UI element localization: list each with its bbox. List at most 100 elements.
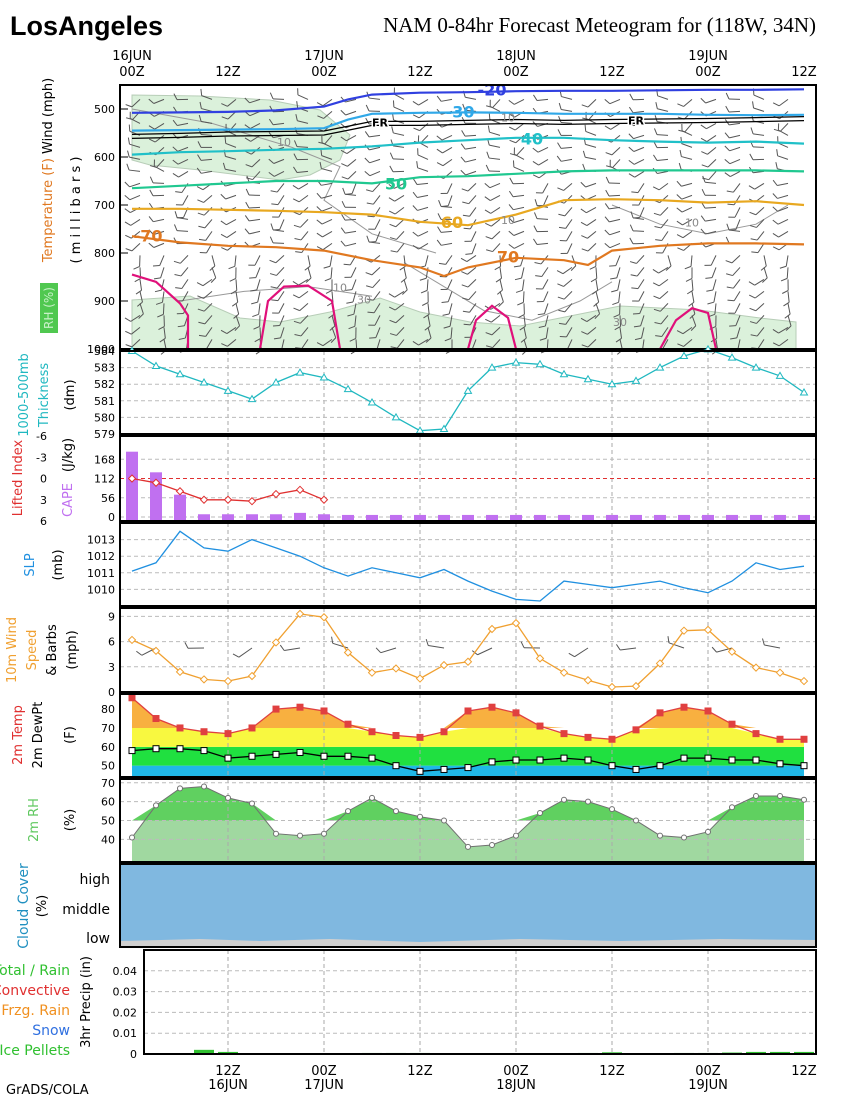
wind-barb-staff	[489, 144, 501, 148]
upper-wind-barb	[462, 291, 477, 301]
wind-barb-flag	[245, 201, 250, 209]
isotherm-line	[131, 88, 805, 114]
upper-wind-barb	[556, 266, 573, 275]
upper-wind-barb	[773, 111, 789, 120]
wind-barb-flag	[436, 162, 444, 167]
upper-wind-barb	[173, 93, 189, 101]
wind-barb-staff	[417, 206, 429, 211]
wind-barb-staff	[633, 146, 645, 152]
wind-barb-flag	[344, 276, 352, 278]
wind-barb-staff	[248, 206, 261, 209]
bottom-time-label: 00Z	[311, 1064, 337, 1079]
wind-barb-flag	[557, 283, 564, 287]
wind-barb-flag	[772, 102, 780, 107]
wind10m-marker	[439, 660, 449, 670]
upper-wind-barb	[198, 231, 213, 241]
wind-barb-staff	[537, 98, 549, 102]
top-time-label: 12Z	[599, 65, 625, 80]
temp2m-marker	[584, 733, 592, 741]
upper-wind-barb	[364, 131, 381, 138]
wind-barb-flag	[726, 223, 730, 231]
wind-barb-staff	[276, 183, 285, 193]
li-tick-label: 3	[40, 494, 47, 507]
wind-barb-flag	[678, 162, 682, 170]
wind-barb-staff	[394, 194, 405, 202]
wind-barb-staff	[179, 255, 189, 264]
upper-wind-barb	[590, 267, 598, 283]
wind-barb-staff	[660, 219, 669, 229]
wind-barb-flag	[514, 277, 522, 281]
upper-wind-barb	[412, 338, 429, 346]
wind-barb-staff	[787, 303, 791, 315]
wind-barb-staff	[586, 206, 597, 214]
dewpt2m-marker	[320, 752, 328, 760]
wind-barb-staff	[756, 327, 765, 337]
rh2m-marker	[177, 785, 183, 792]
wind-barb-staff	[298, 290, 309, 299]
upper-wind-barb	[729, 315, 741, 327]
wind-barb-flag	[665, 265, 672, 271]
cape-bar	[318, 514, 330, 521]
wind-barb-flag	[268, 118, 274, 126]
upper-wind-barb	[389, 327, 405, 336]
wind-barb-staff	[777, 218, 789, 225]
bottom-date-label: 17JUN	[304, 1078, 344, 1093]
wind-barb-flag	[389, 237, 397, 240]
upper-wind-barb	[460, 156, 477, 163]
upper-wind-barb	[485, 231, 501, 240]
wind-barb-flag	[305, 277, 312, 283]
wind-barb-flag	[594, 313, 600, 319]
upper-wind-barb	[725, 92, 741, 100]
wind-barb-flag	[557, 187, 564, 191]
wind-barb-staff	[609, 206, 621, 210]
wind-barb-flag	[292, 198, 300, 203]
wind-barb-flag	[368, 324, 376, 326]
wind-barb-flag	[343, 263, 351, 266]
wind-barb-flag	[124, 208, 131, 213]
upper-wind-barb	[628, 133, 645, 140]
wind-barb-staff	[574, 647, 589, 658]
cape-bar	[198, 514, 210, 521]
bottom-date-label: 19JUN	[688, 1078, 728, 1093]
wind-barb-staff	[205, 327, 213, 337]
wind-barb-flag	[486, 249, 493, 253]
upper-wind-barb	[297, 88, 309, 100]
wind-barb-flag	[269, 92, 274, 100]
wind-barb-flag	[436, 239, 442, 246]
upper-wind-barb	[369, 327, 381, 339]
wind-barb-flag	[677, 343, 684, 347]
upper-wind-barb	[231, 291, 239, 307]
wind-barb-flag	[591, 289, 599, 295]
wind-barb-flag	[486, 151, 490, 159]
wind-barb-flag	[727, 203, 735, 206]
cloud-level-label: high	[79, 872, 110, 888]
wind-barb-staff	[284, 647, 301, 651]
wind-barb-flag	[148, 242, 155, 248]
cloud-unit: (%)	[35, 895, 50, 918]
wind-barb-flag	[508, 244, 515, 249]
li-tick-label: 6	[40, 515, 47, 528]
wind-barb-staff	[426, 279, 429, 291]
wind-barb-flag	[508, 204, 514, 210]
wind-barb-staff	[417, 182, 429, 186]
wind10m-ylabel-1: 10m Wind	[5, 617, 20, 683]
wind-barb-flag	[399, 265, 406, 271]
wind-barb-flag	[676, 207, 683, 213]
wind-barb-staff	[756, 219, 765, 228]
upper-wind-barb	[581, 99, 597, 108]
upper-wind-barb	[700, 228, 717, 235]
wind-barb-flag	[772, 246, 780, 251]
wind-barb-staff	[734, 303, 741, 314]
upper-wind-barb	[366, 195, 381, 205]
wind-barb-staff	[252, 171, 261, 180]
wind-barb-flag	[513, 265, 521, 268]
wind-barb-flag	[604, 203, 610, 210]
wind-barb-flag	[536, 300, 544, 303]
wind-barb-flag	[676, 194, 683, 200]
wind-barb-flag	[515, 289, 523, 293]
wind-barb-staff	[131, 339, 141, 348]
wind-barb-flag	[725, 260, 733, 264]
wind-barb-flag	[652, 282, 660, 287]
wind-barb-staff	[259, 327, 262, 339]
upper-wind-barb	[127, 137, 141, 148]
